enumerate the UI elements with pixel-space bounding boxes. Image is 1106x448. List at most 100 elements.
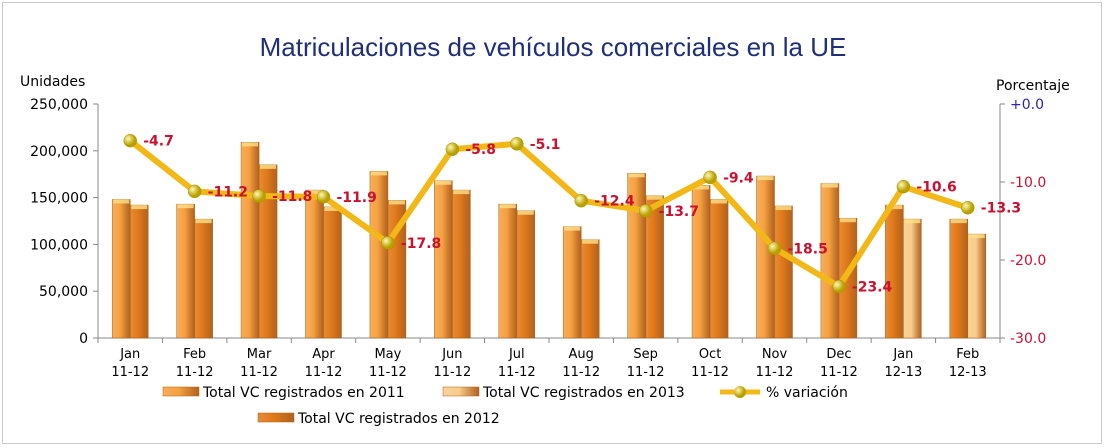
bar-1-7 xyxy=(580,239,600,339)
bar-1-3 xyxy=(323,206,342,339)
bar-cap-1-13 xyxy=(950,219,967,224)
bar-1-6 xyxy=(516,210,536,339)
variation-point-12 xyxy=(896,179,911,194)
bar-1-5 xyxy=(452,189,471,339)
variation-point-0 xyxy=(123,133,137,148)
bar-0-1 xyxy=(176,203,195,339)
variation-point-11 xyxy=(832,279,846,294)
x-tick-label: 11-12 xyxy=(562,365,600,380)
x-tick-label: 11-12 xyxy=(305,365,343,380)
x-tick-label: Sep xyxy=(633,347,658,362)
y2-tick-label: -20.0 xyxy=(1010,253,1046,269)
x-tick-label: Jan xyxy=(119,347,140,362)
variation-label-11: -23.4 xyxy=(852,280,893,296)
bar-cap-1-5 xyxy=(453,190,470,195)
bar-1-12 xyxy=(885,204,904,339)
variation-label-9: -9.4 xyxy=(723,170,754,186)
variation-point-7 xyxy=(574,193,588,208)
variation-point-6 xyxy=(510,137,524,151)
bar-1-9 xyxy=(709,199,729,339)
variation-point-10 xyxy=(767,241,782,256)
x-tick-label: 11-12 xyxy=(627,365,665,380)
bar-cap-2-12 xyxy=(904,219,921,224)
x-tick-label: Mar xyxy=(247,347,272,362)
x-tick-label: Jul xyxy=(508,347,525,362)
y2-tick-label: +0.0 xyxy=(1010,97,1044,113)
y2-axis-label: Porcentaje xyxy=(996,78,1070,94)
bar-0-0 xyxy=(111,199,131,339)
bar-cap-0-6 xyxy=(499,204,516,209)
variation-point-9 xyxy=(703,170,717,185)
x-tick-label: 11-12 xyxy=(111,365,149,380)
variation-label-5: -5.8 xyxy=(465,142,496,158)
legend-label-2: Total VC registrados en 2013 xyxy=(482,385,685,401)
legend-swatch-2 xyxy=(442,386,480,397)
bar-cap-1-10 xyxy=(775,206,792,211)
variation-point-2 xyxy=(252,189,266,203)
bar-1-13 xyxy=(949,218,969,339)
x-tick-label: Feb xyxy=(956,347,979,362)
bar-cap-1-12 xyxy=(886,205,903,210)
variation-label-3: -11.9 xyxy=(337,190,377,206)
bar-cap-2-13 xyxy=(968,234,985,239)
bar-cap-1-1 xyxy=(195,219,212,224)
bar-1-1 xyxy=(194,218,213,339)
bar-cap-0-9 xyxy=(693,185,710,190)
variation-point-13 xyxy=(961,200,975,215)
x-tick-label: May xyxy=(374,347,401,362)
bar-cap-0-0 xyxy=(113,199,130,204)
x-tick-label: 11-12 xyxy=(820,365,858,380)
x-tick-label: 11-12 xyxy=(176,365,214,380)
bar-0-6 xyxy=(498,203,518,339)
x-tick-label: 11-12 xyxy=(240,365,278,380)
x-tick-label: Oct xyxy=(699,347,721,362)
y2-tick-label: -10.0 xyxy=(1010,175,1046,191)
variation-point-1 xyxy=(187,184,202,199)
x-tick-label: Feb xyxy=(183,347,206,362)
legend-label-1: Total VC registrados en 2012 xyxy=(297,411,500,427)
x-tick-label: 12-13 xyxy=(884,365,922,380)
y-tick-label: 0 xyxy=(79,331,88,347)
bar-0-2 xyxy=(240,142,260,339)
variation-label-0: -4.7 xyxy=(143,134,174,150)
legend-label-0: Total VC registrados en 2011 xyxy=(202,385,405,401)
variation-label-8: -13.7 xyxy=(659,204,699,220)
x-tick-label: 11-12 xyxy=(691,365,729,380)
variation-label-12: -10.6 xyxy=(916,180,956,196)
bar-cap-1-3 xyxy=(324,206,341,211)
y-tick-label: 200,000 xyxy=(30,144,88,160)
bar-cap-0-8 xyxy=(628,173,645,178)
x-tick-label: Jan xyxy=(892,347,913,362)
variation-label-13: -13.3 xyxy=(981,201,1021,217)
y-tick-label: 100,000 xyxy=(30,237,88,253)
legend-swatch-dot xyxy=(734,386,746,398)
bar-cap-0-10 xyxy=(757,176,774,181)
x-tick-label: 11-12 xyxy=(369,365,407,380)
variation-line xyxy=(128,138,969,290)
bar-0-7 xyxy=(562,226,582,339)
x-tick-label: 12-13 xyxy=(949,365,987,380)
variation-label-4: -17.8 xyxy=(401,236,441,252)
bar-0-10 xyxy=(756,175,775,339)
variation-point-4 xyxy=(381,236,395,250)
bar-cap-1-4 xyxy=(388,200,405,205)
x-tick-label: Jun xyxy=(441,347,462,362)
bar-cap-0-11 xyxy=(821,183,838,188)
x-tick-label: Dec xyxy=(826,347,851,362)
y-tick-label: 150,000 xyxy=(30,191,88,207)
x-tick-label: 11-12 xyxy=(756,365,794,380)
variation-label-1: -11.2 xyxy=(208,184,248,200)
bar-cap-1-6 xyxy=(517,210,534,215)
bar-1-0 xyxy=(129,204,149,339)
bar-cap-0-5 xyxy=(435,180,452,185)
y2-tick-label: -30.0 xyxy=(1010,331,1046,347)
variation-label-10: -18.5 xyxy=(788,241,828,257)
bar-cap-0-7 xyxy=(564,226,581,231)
chart-title: Matriculaciones de vehículos comerciales… xyxy=(260,32,847,62)
variation-label-7: -12.4 xyxy=(594,194,635,210)
variation-point-3 xyxy=(316,190,331,204)
bar-cap-1-2 xyxy=(260,164,277,169)
variation-point-5 xyxy=(445,142,460,156)
